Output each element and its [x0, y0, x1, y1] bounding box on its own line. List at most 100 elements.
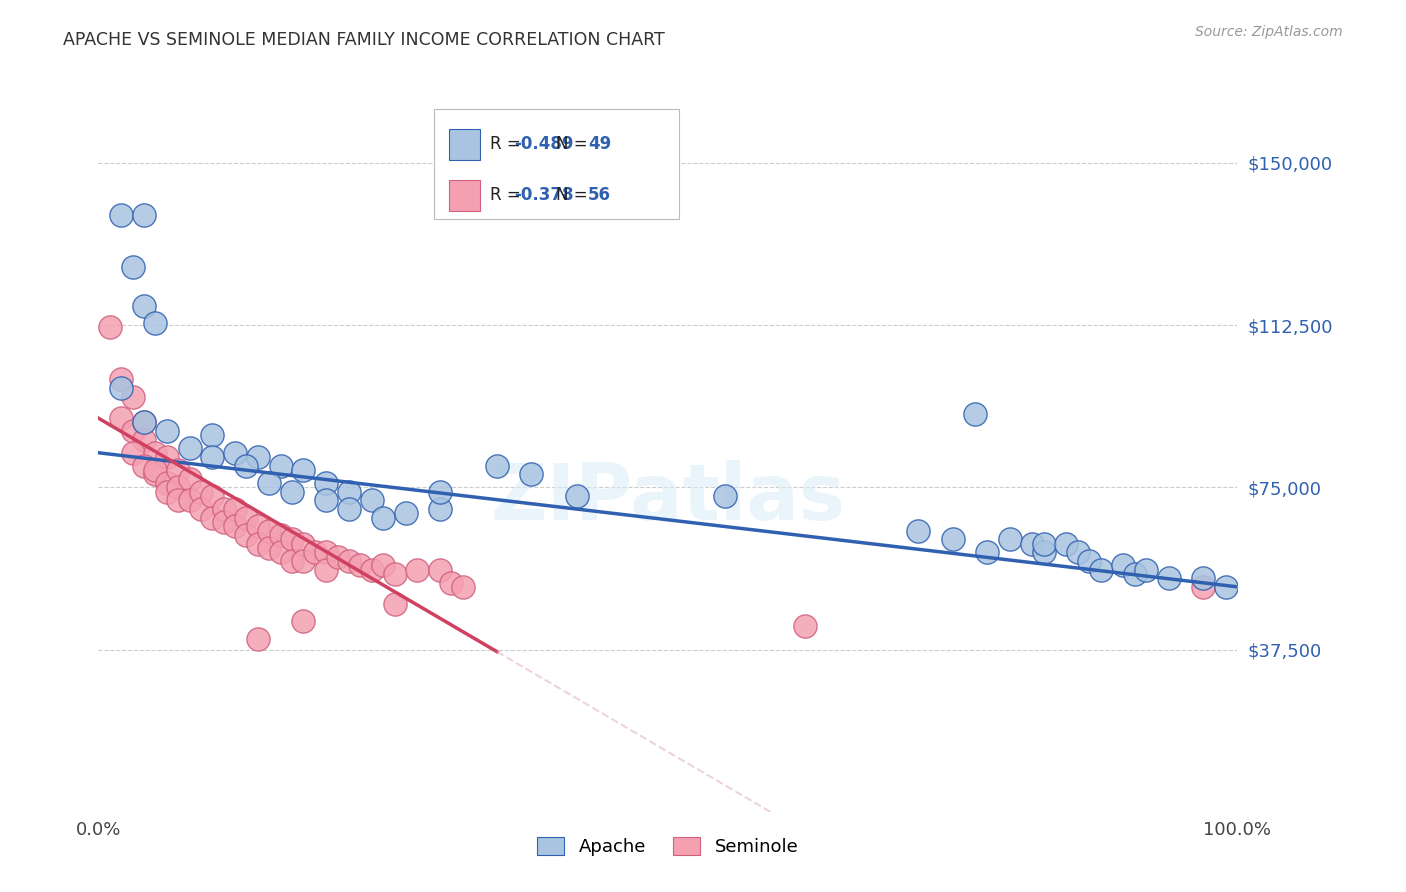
- Point: [395, 506, 418, 520]
- Point: [224, 519, 246, 533]
- Point: [167, 463, 190, 477]
- Point: [179, 442, 201, 456]
- Point: [292, 536, 315, 550]
- Point: [315, 562, 337, 576]
- Point: [110, 411, 132, 425]
- Point: [326, 549, 349, 564]
- Point: [1112, 558, 1135, 573]
- Point: [132, 458, 155, 473]
- Point: [156, 476, 179, 491]
- Point: [259, 476, 281, 491]
- Point: [1192, 580, 1215, 594]
- Point: [349, 558, 371, 573]
- Point: [132, 416, 155, 430]
- Point: [1135, 562, 1157, 576]
- Point: [259, 524, 281, 538]
- Point: [270, 528, 292, 542]
- Point: [270, 458, 292, 473]
- Point: [235, 528, 257, 542]
- Point: [246, 450, 269, 464]
- Point: [292, 554, 315, 568]
- Text: APACHE VS SEMINOLE MEDIAN FAMILY INCOME CORRELATION CHART: APACHE VS SEMINOLE MEDIAN FAMILY INCOME …: [63, 31, 665, 49]
- Point: [907, 524, 929, 538]
- Point: [371, 558, 394, 573]
- Point: [179, 493, 201, 508]
- Point: [98, 320, 121, 334]
- Point: [714, 489, 737, 503]
- Point: [259, 541, 281, 555]
- Point: [235, 510, 257, 524]
- Point: [246, 632, 269, 646]
- Point: [451, 580, 474, 594]
- Point: [110, 208, 132, 222]
- Point: [201, 489, 224, 503]
- Point: [371, 510, 394, 524]
- Point: [486, 458, 509, 473]
- Point: [315, 545, 337, 559]
- Point: [1032, 545, 1054, 559]
- Text: Source: ZipAtlas.com: Source: ZipAtlas.com: [1195, 25, 1343, 39]
- Legend: Apache, Seminole: Apache, Seminole: [530, 830, 806, 863]
- Point: [167, 480, 190, 494]
- Text: 49: 49: [588, 136, 612, 153]
- Text: N =: N =: [555, 136, 593, 153]
- Point: [145, 316, 167, 330]
- Point: [1192, 571, 1215, 585]
- Point: [121, 446, 143, 460]
- Point: [156, 450, 179, 464]
- Point: [429, 562, 451, 576]
- Point: [565, 489, 588, 503]
- Point: [998, 533, 1021, 547]
- Point: [429, 502, 451, 516]
- Point: [132, 299, 155, 313]
- Point: [110, 381, 132, 395]
- Point: [201, 428, 224, 442]
- Point: [1078, 554, 1101, 568]
- Point: [235, 458, 257, 473]
- Text: R =: R =: [489, 186, 526, 204]
- Text: N =: N =: [555, 186, 593, 204]
- Point: [520, 467, 543, 482]
- Point: [1157, 571, 1180, 585]
- Point: [145, 463, 167, 477]
- Text: R =: R =: [489, 136, 526, 153]
- Point: [132, 208, 155, 222]
- Point: [156, 424, 179, 438]
- Point: [793, 619, 815, 633]
- Point: [281, 533, 304, 547]
- Point: [224, 502, 246, 516]
- Point: [132, 433, 155, 447]
- Point: [406, 562, 429, 576]
- Point: [337, 484, 360, 499]
- Point: [337, 554, 360, 568]
- Point: [1215, 580, 1237, 594]
- Point: [429, 484, 451, 499]
- Point: [121, 390, 143, 404]
- Point: [360, 493, 382, 508]
- Point: [132, 416, 155, 430]
- Point: [110, 372, 132, 386]
- Point: [384, 566, 406, 581]
- Point: [315, 476, 337, 491]
- Point: [212, 502, 235, 516]
- Point: [315, 493, 337, 508]
- Point: [246, 519, 269, 533]
- Point: [270, 545, 292, 559]
- Point: [942, 533, 965, 547]
- Text: -0.489: -0.489: [515, 136, 574, 153]
- Point: [212, 515, 235, 529]
- Point: [190, 484, 212, 499]
- Point: [224, 446, 246, 460]
- Text: 56: 56: [588, 186, 610, 204]
- Point: [292, 615, 315, 629]
- Point: [1032, 536, 1054, 550]
- Point: [965, 407, 987, 421]
- Point: [360, 562, 382, 576]
- Point: [292, 463, 315, 477]
- Point: [246, 536, 269, 550]
- Point: [337, 502, 360, 516]
- Point: [440, 575, 463, 590]
- Point: [121, 424, 143, 438]
- Point: [1123, 566, 1146, 581]
- Point: [145, 446, 167, 460]
